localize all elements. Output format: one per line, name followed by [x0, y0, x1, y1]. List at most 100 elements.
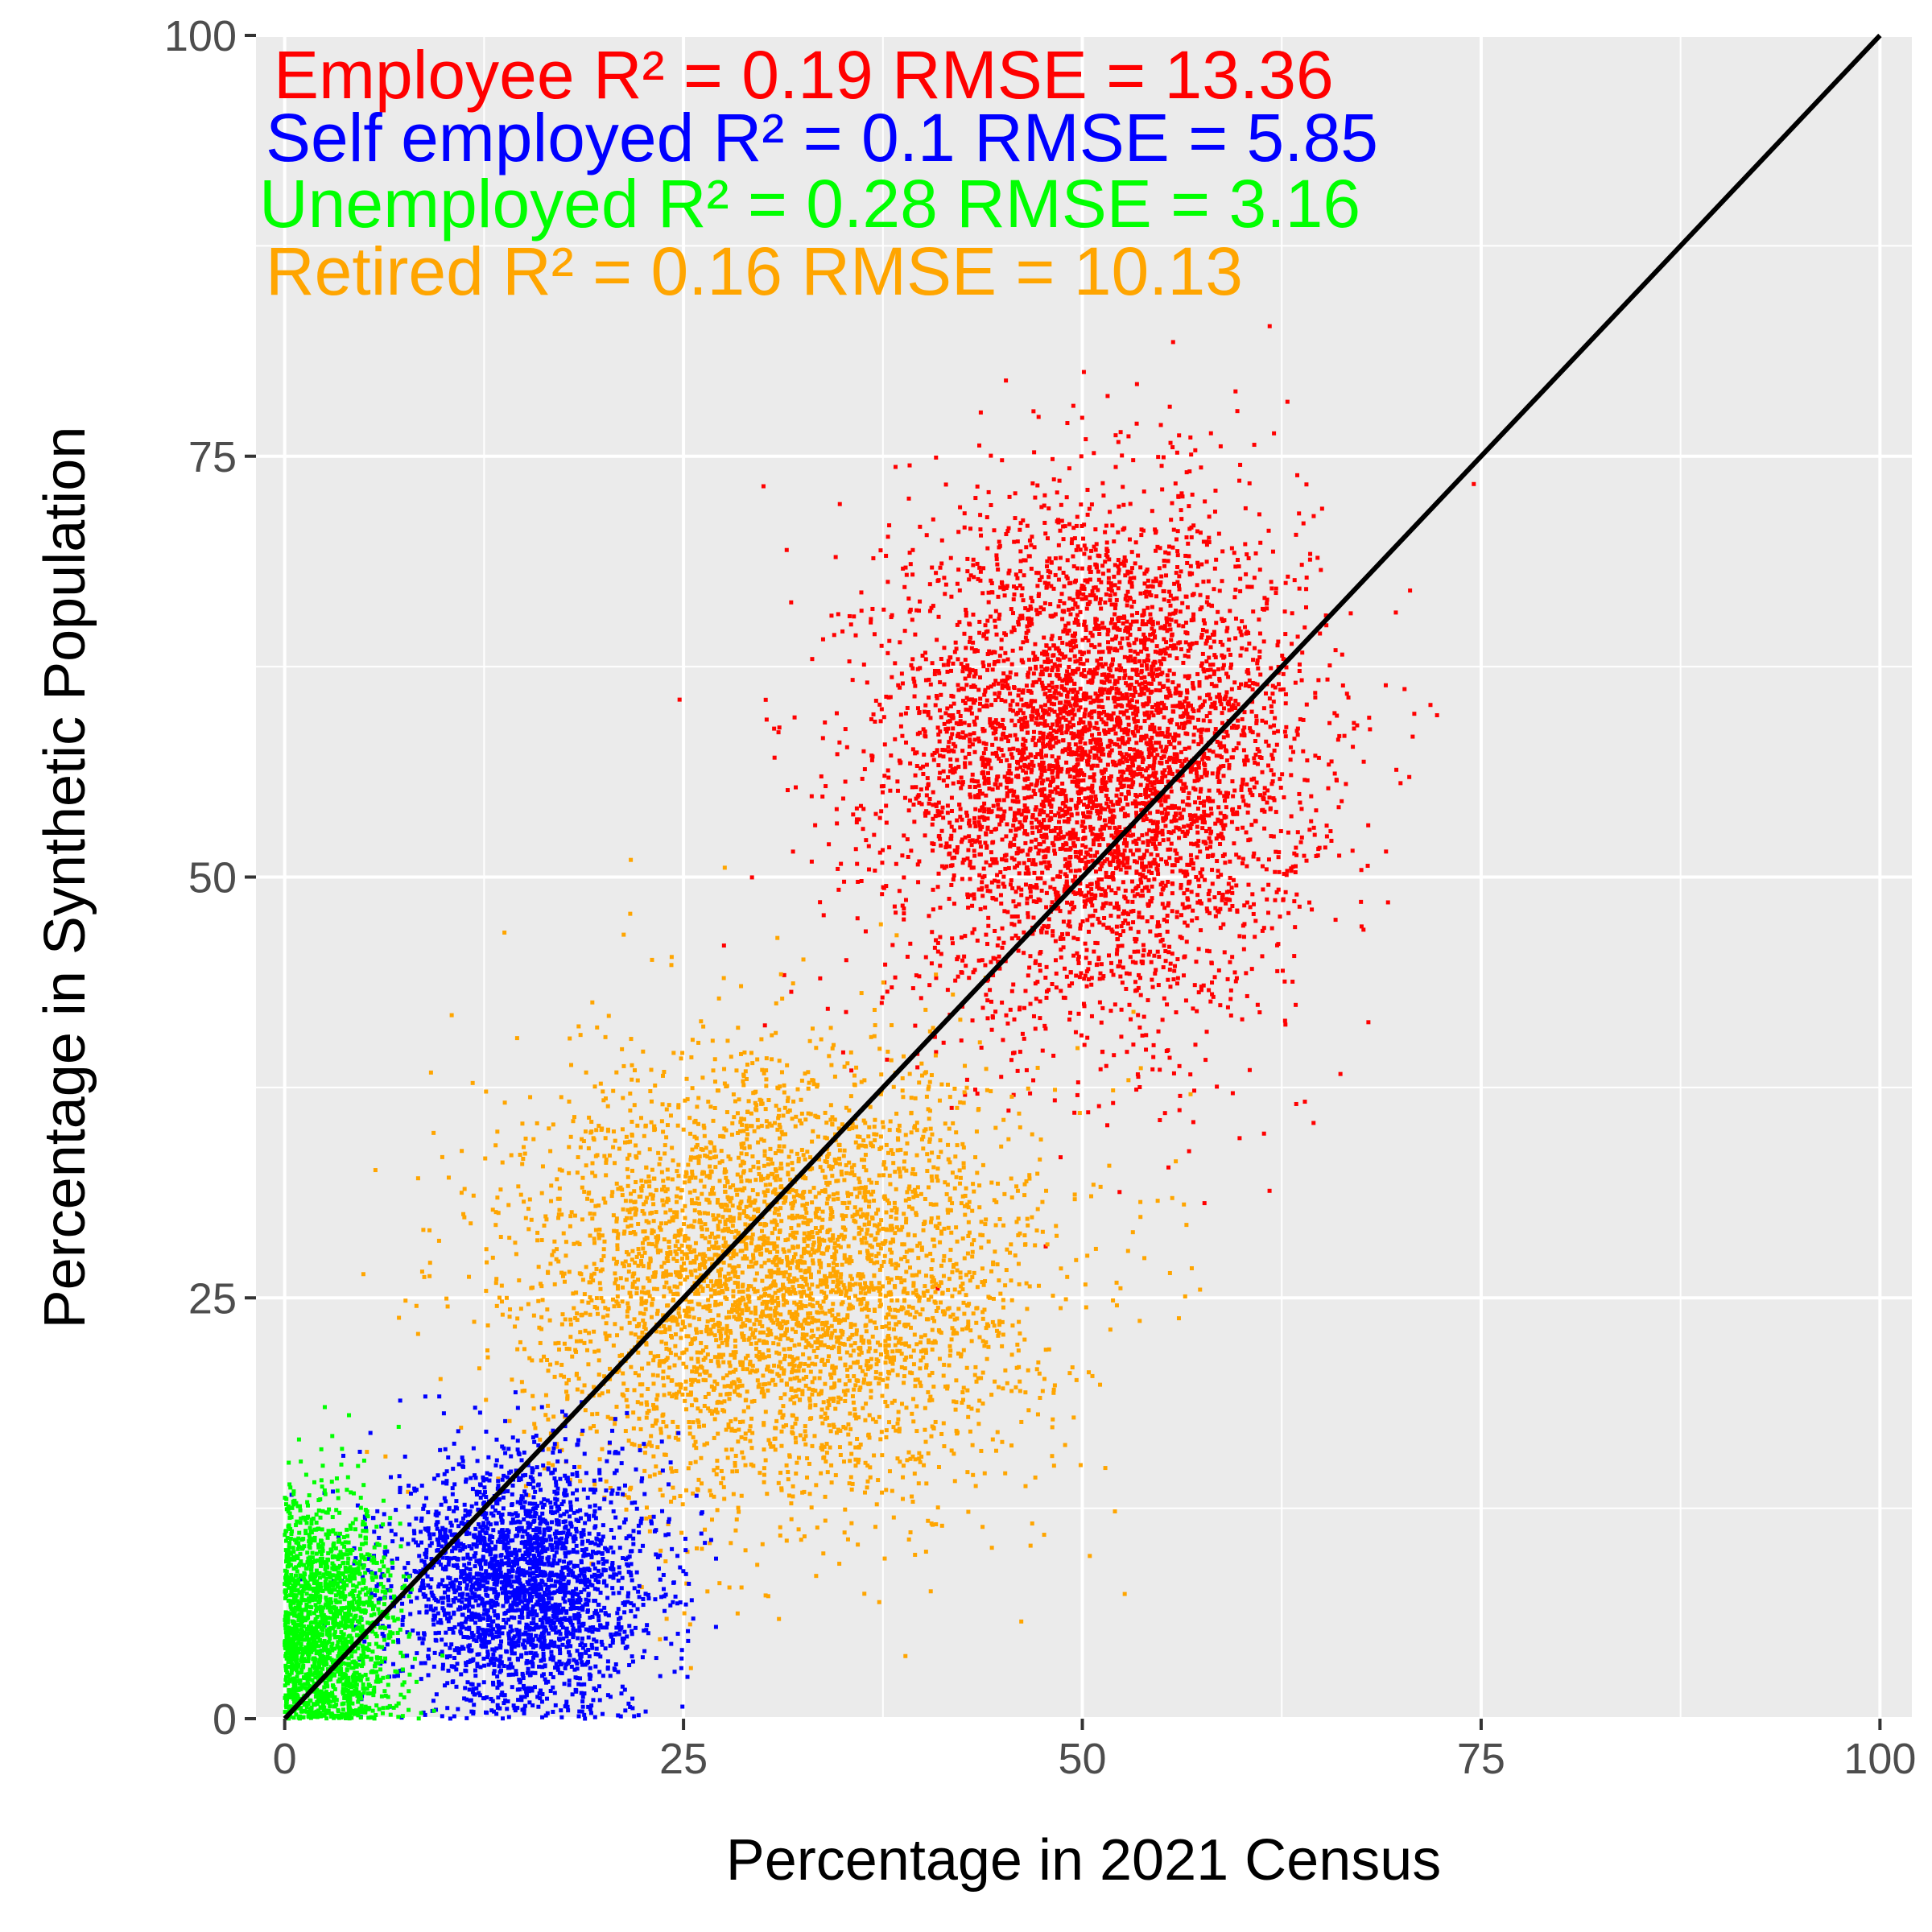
data-point	[1030, 861, 1035, 866]
data-point	[1045, 777, 1050, 782]
data-point	[1128, 576, 1133, 580]
data-point	[761, 484, 766, 489]
data-point	[1144, 569, 1149, 574]
data-point	[1166, 805, 1170, 810]
data-point	[1108, 848, 1113, 853]
data-point	[1116, 586, 1121, 591]
data-point	[1283, 701, 1288, 706]
data-point	[1038, 861, 1043, 865]
data-point	[1213, 489, 1218, 493]
data-point	[1167, 944, 1172, 949]
data-point	[998, 759, 1003, 764]
data-point	[1108, 799, 1113, 804]
data-point	[990, 667, 995, 672]
data-point	[1089, 715, 1094, 720]
data-point	[1145, 766, 1150, 770]
data-point	[1289, 773, 1294, 778]
data-point	[858, 803, 863, 808]
data-point	[1106, 843, 1111, 848]
data-point	[1048, 658, 1053, 663]
data-point	[943, 711, 948, 716]
data-point	[1062, 788, 1067, 793]
data-point	[1033, 807, 1038, 812]
data-point	[1241, 857, 1245, 861]
data-point	[1245, 552, 1249, 557]
data-point	[968, 670, 972, 675]
data-point	[1048, 828, 1053, 833]
data-point	[1140, 613, 1145, 618]
data-point	[1106, 628, 1111, 633]
data-point	[1214, 836, 1219, 841]
data-point	[1116, 844, 1121, 849]
data-point	[1051, 586, 1056, 591]
data-point	[1191, 716, 1195, 720]
data-point	[1164, 745, 1169, 749]
data-point	[1276, 855, 1281, 860]
data-point	[1180, 799, 1185, 804]
data-point	[873, 868, 877, 873]
data-point	[1132, 747, 1137, 752]
data-point	[1117, 745, 1122, 749]
data-point	[1224, 805, 1228, 810]
data-point	[1114, 931, 1119, 936]
data-point	[1146, 794, 1151, 799]
data-point	[1130, 658, 1135, 663]
data-point	[1194, 770, 1199, 775]
data-point	[1131, 920, 1136, 925]
data-point	[1096, 710, 1101, 715]
data-point	[1051, 929, 1055, 934]
data-point	[832, 633, 836, 638]
data-point	[1032, 657, 1037, 662]
data-point	[968, 635, 972, 640]
data-point	[938, 753, 943, 758]
data-point	[1258, 793, 1263, 798]
data-point	[1045, 723, 1050, 728]
data-point	[1113, 905, 1117, 910]
data-point	[1147, 751, 1152, 756]
data-point	[1079, 454, 1084, 459]
data-point	[1038, 704, 1043, 709]
data-point	[1099, 752, 1104, 757]
data-point	[1169, 518, 1174, 522]
data-point	[1271, 700, 1276, 704]
data-point	[1273, 898, 1278, 902]
data-point	[985, 998, 990, 1003]
data-point	[1106, 730, 1111, 735]
data-point	[1220, 666, 1225, 671]
data-point	[1040, 1048, 1045, 1053]
data-point	[1023, 882, 1028, 887]
data-point	[1031, 915, 1036, 920]
data-point	[1194, 960, 1199, 964]
data-point	[1144, 795, 1149, 799]
data-point	[1041, 848, 1046, 853]
data-point	[1088, 678, 1093, 683]
data-point	[1061, 945, 1066, 950]
data-point	[1269, 666, 1274, 671]
data-point	[1061, 629, 1066, 634]
data-point	[1192, 725, 1197, 730]
data-point	[1170, 709, 1175, 714]
data-point	[1398, 781, 1403, 786]
data-point	[1408, 588, 1413, 593]
data-point	[958, 735, 963, 740]
data-point	[1281, 687, 1286, 691]
data-point	[970, 772, 975, 777]
data-point	[1016, 948, 1021, 953]
data-point	[1122, 848, 1127, 853]
data-point	[1158, 841, 1162, 846]
data-point	[1216, 805, 1221, 810]
data-point	[945, 706, 950, 711]
data-point	[956, 722, 961, 727]
data-point	[1113, 724, 1117, 729]
data-point	[1140, 865, 1145, 869]
data-point	[1158, 659, 1162, 664]
data-point	[1182, 724, 1187, 729]
data-point	[1365, 864, 1370, 869]
data-point	[917, 974, 922, 979]
data-point	[1195, 817, 1199, 822]
data-point	[1071, 564, 1076, 568]
data-point	[1071, 840, 1076, 845]
data-point	[1149, 593, 1154, 598]
data-point	[1187, 791, 1191, 795]
data-point	[1208, 826, 1212, 831]
